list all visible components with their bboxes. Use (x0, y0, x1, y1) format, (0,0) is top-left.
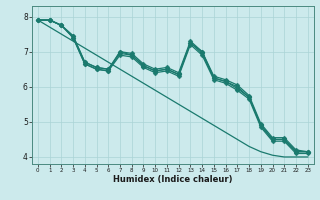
X-axis label: Humidex (Indice chaleur): Humidex (Indice chaleur) (113, 175, 233, 184)
